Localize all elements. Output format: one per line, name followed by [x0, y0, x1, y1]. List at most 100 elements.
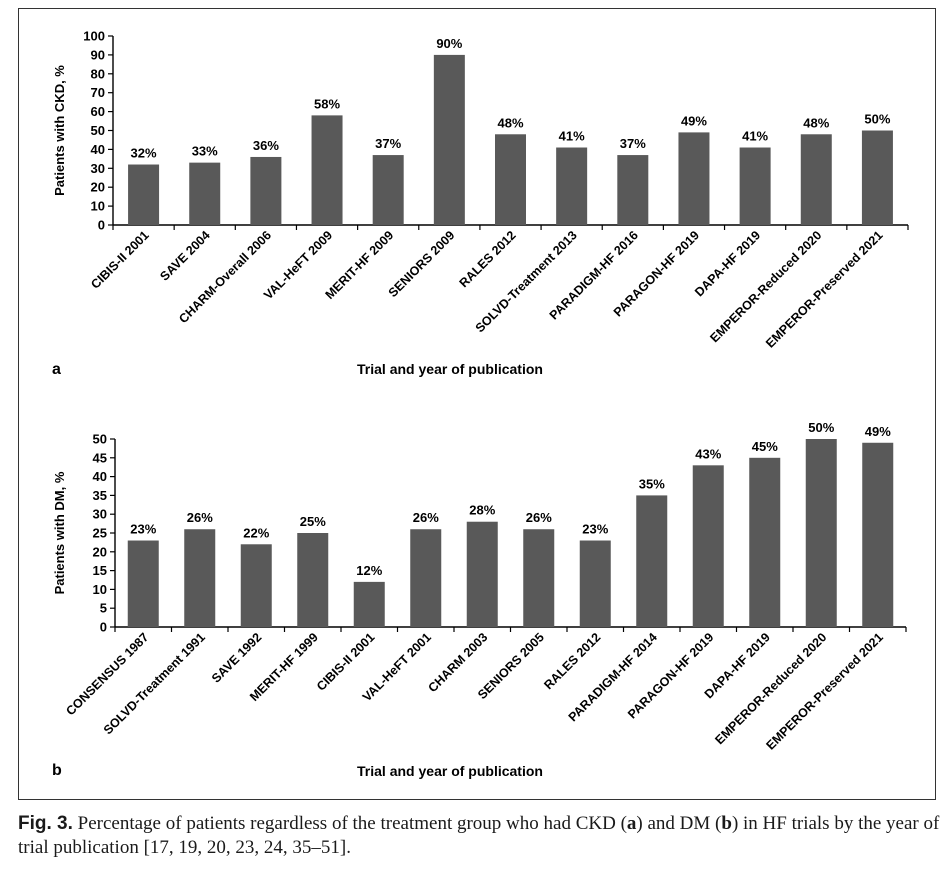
- data-label: 41%: [559, 129, 585, 144]
- data-label: 28%: [469, 503, 495, 518]
- x-tick-label: CIBIS-II 2001: [88, 228, 151, 291]
- bar: [128, 164, 160, 225]
- bar: [353, 581, 385, 627]
- y-tick-label: 0: [98, 218, 105, 233]
- y-tick-label: 70: [91, 85, 105, 100]
- bar: [749, 457, 781, 627]
- x-tick-label: SOLVD-Treatment 1991: [101, 630, 208, 737]
- data-label: 48%: [497, 115, 523, 130]
- data-label: 37%: [375, 136, 401, 151]
- bar: [678, 132, 710, 225]
- data-label: 32%: [131, 146, 157, 161]
- bar: [433, 54, 465, 226]
- y-tick-label: 50: [93, 432, 107, 447]
- bar: [556, 147, 588, 225]
- x-tick-label: EMPEROR-Preserved 2021: [763, 228, 885, 350]
- bar: [805, 439, 837, 627]
- bar: [189, 162, 221, 225]
- y-tick-label: 90: [91, 47, 105, 62]
- x-tick-label: RALES 2012: [457, 228, 519, 290]
- y-tick-label: 10: [91, 199, 105, 214]
- y-axis-title: Patients with CKD, %: [52, 65, 67, 196]
- x-tick-label: SAVE 1992: [209, 630, 264, 685]
- bar: [692, 465, 724, 627]
- y-tick-label: 15: [93, 563, 107, 578]
- bar: [410, 529, 442, 627]
- data-label: 37%: [620, 136, 646, 151]
- y-tick-label: 40: [91, 142, 105, 157]
- y-tick-label: 10: [93, 582, 107, 597]
- x-tick-label: RALES 2012: [541, 630, 603, 692]
- data-label: 50%: [808, 420, 834, 435]
- y-tick-label: 35: [93, 488, 107, 503]
- data-label: 48%: [803, 115, 829, 130]
- data-label: 33%: [192, 144, 218, 159]
- bar: [311, 115, 343, 225]
- figure-caption: Fig. 3. Percentage of patients regardles…: [18, 812, 948, 860]
- bar: [297, 533, 329, 627]
- y-axis-title: Patients with DM, %: [52, 471, 67, 594]
- y-tick-label: 45: [93, 450, 107, 465]
- y-tick-label: 5: [100, 601, 107, 616]
- x-axis-title: Trial and year of publication: [357, 763, 543, 779]
- data-label: 43%: [695, 446, 721, 461]
- x-tick-label: EMPEROR-Preserved 2021: [763, 630, 885, 752]
- caption-panel-a-ref: a: [626, 813, 637, 834]
- data-label: 23%: [130, 522, 156, 537]
- x-axis-title: Trial and year of publication: [357, 361, 543, 377]
- y-tick-label: 100: [83, 29, 105, 44]
- bar: [466, 521, 498, 627]
- bar: [617, 155, 649, 225]
- data-label: 36%: [253, 138, 279, 153]
- data-label: 49%: [865, 424, 891, 439]
- data-label: 26%: [526, 510, 552, 525]
- x-tick-label: DAPA-HF 2019: [692, 228, 763, 299]
- bar: [523, 529, 555, 627]
- caption-text-1: Percentage of patients regardless of the…: [72, 813, 627, 834]
- bar: [127, 540, 159, 627]
- data-label: 22%: [243, 525, 269, 540]
- data-label: 45%: [752, 439, 778, 454]
- y-tick-label: 20: [91, 180, 105, 195]
- bar: [800, 134, 832, 225]
- data-label: 41%: [742, 129, 768, 144]
- data-label: 50%: [864, 112, 890, 127]
- bar: [250, 156, 282, 225]
- panel-label: a: [52, 361, 61, 378]
- bar: [372, 155, 404, 225]
- data-label: 49%: [681, 113, 707, 128]
- y-tick-label: 30: [93, 507, 107, 522]
- bar: [184, 529, 216, 627]
- caption-text-3: ) in HF trials by the year of trial publ…: [18, 813, 940, 858]
- data-label: 25%: [300, 514, 326, 529]
- bar: [240, 544, 272, 627]
- y-tick-label: 0: [100, 620, 107, 635]
- y-tick-label: 80: [91, 66, 105, 81]
- bar: [861, 130, 893, 225]
- figure-frame: [18, 8, 936, 800]
- bar: [862, 442, 894, 627]
- data-label: 58%: [314, 96, 340, 111]
- bar: [495, 134, 526, 225]
- caption-text-2: ) and DM (: [636, 813, 722, 834]
- x-tick-label: CIBIS-II 2001: [314, 630, 377, 693]
- y-tick-label: 25: [93, 526, 107, 541]
- y-tick-label: 40: [93, 469, 107, 484]
- bar: [739, 147, 771, 225]
- x-tick-label: SOLVD-Treatment 2013: [473, 228, 580, 335]
- y-tick-label: 60: [91, 104, 105, 119]
- x-tick-label: SAVE 2004: [157, 228, 212, 283]
- x-tick-label: SENIORS 2009: [386, 228, 458, 300]
- data-label: 12%: [356, 563, 382, 578]
- y-tick-label: 30: [91, 161, 105, 176]
- caption-fig-label: Fig. 3.: [18, 813, 73, 834]
- x-tick-label: EMPEROR-Reduced 2020: [712, 630, 829, 747]
- y-tick-label: 20: [93, 544, 107, 559]
- x-tick-label: EMPEROR-Reduced 2020: [707, 228, 824, 345]
- bar: [579, 540, 611, 627]
- data-label: 35%: [639, 476, 665, 491]
- data-label: 26%: [187, 510, 213, 525]
- y-tick-label: 50: [91, 123, 105, 138]
- data-label: 23%: [582, 522, 608, 537]
